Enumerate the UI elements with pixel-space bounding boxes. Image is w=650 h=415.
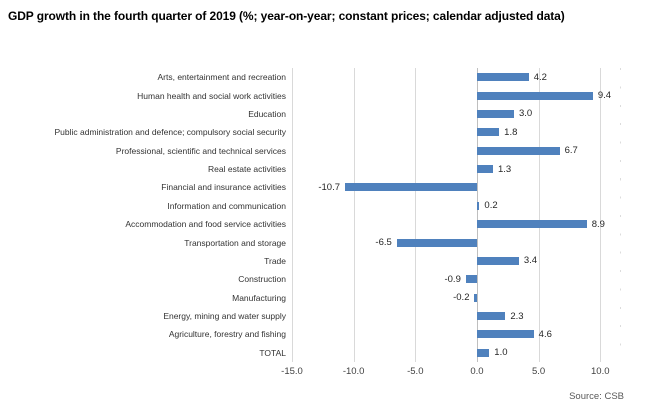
source-note: Source: CSB [569, 391, 624, 402]
category-label: TOTAL [259, 347, 286, 358]
x-tick-label: -10.0 [342, 366, 365, 377]
chart-title: GDP growth in the fourth quarter of 2019… [8, 9, 565, 23]
bar [476, 128, 500, 137]
bar [476, 348, 490, 357]
gridline [292, 68, 293, 362]
category-label: Construction [238, 274, 286, 285]
plot-area: 4.2 9.4 3.0 1.8 6.7 1.3 -10.7 0.2 8.9 -6.5 3.4 -0.9… [292, 68, 621, 362]
value-label: 1.8 [504, 126, 518, 138]
category-label: Financial and insurance activities [161, 182, 286, 193]
category-label: Agriculture, forestry and fishing [168, 329, 286, 340]
bar [476, 146, 560, 155]
category-label: Trade [264, 255, 286, 266]
gridline [538, 68, 540, 362]
category-label: Education [248, 108, 286, 119]
category-label: Manufacturing [232, 292, 286, 303]
value-label: 0.2 [484, 200, 498, 212]
bar [476, 312, 506, 321]
category-label: Information and communication [167, 200, 286, 211]
category-label: Transportation and storage [184, 237, 286, 248]
value-label: 4.6 [538, 328, 552, 340]
plot-right-edge-ticks [620, 68, 621, 362]
value-label: -0.2 [453, 292, 470, 304]
bar [476, 91, 593, 100]
value-label: 9.4 [597, 90, 612, 102]
bar [476, 256, 519, 265]
category-label: Arts, entertainment and recreation [157, 72, 286, 83]
value-label: 3.0 [518, 108, 533, 120]
value-label: 2.3 [510, 310, 524, 322]
bar [476, 330, 534, 339]
bar [396, 238, 477, 247]
value-label: 4.2 [533, 71, 547, 83]
category-label: Human health and social work activities [137, 90, 286, 101]
bar [474, 293, 477, 302]
value-label: 6.7 [564, 145, 578, 157]
bar [476, 201, 480, 210]
bar [476, 73, 529, 82]
x-tick-label: -5.0 [407, 366, 424, 377]
x-tick-label: 0.0 [470, 366, 484, 377]
gridline [415, 68, 417, 362]
category-label: Professional, scientific and technical s… [115, 145, 286, 156]
value-label: -0.9 [444, 273, 461, 285]
value-label: -6.5 [375, 237, 392, 249]
x-tick-label: 5.0 [532, 366, 546, 377]
category-label: Real estate activities [208, 164, 286, 175]
value-label: 8.9 [591, 218, 605, 230]
gridline [600, 68, 602, 362]
bar [476, 220, 587, 229]
category-label: Public administration and defence; compu… [54, 127, 286, 138]
bar [476, 109, 514, 118]
zero-gridline [476, 68, 478, 362]
bar [345, 183, 477, 192]
category-label: Energy, mining and water supply [163, 311, 286, 322]
value-label: 1.3 [497, 163, 512, 175]
value-label: -10.7 [318, 181, 341, 193]
value-label: 3.4 [523, 255, 538, 267]
gridline [353, 68, 355, 362]
x-tick-label: 10.0 [591, 366, 610, 377]
bar [465, 275, 477, 284]
category-label: Accommodation and food service activitie… [125, 219, 286, 230]
category-axis: Arts, entertainment and recreation Human … [0, 0, 286, 415]
value-label: 1.0 [494, 347, 508, 359]
bar [476, 165, 493, 174]
